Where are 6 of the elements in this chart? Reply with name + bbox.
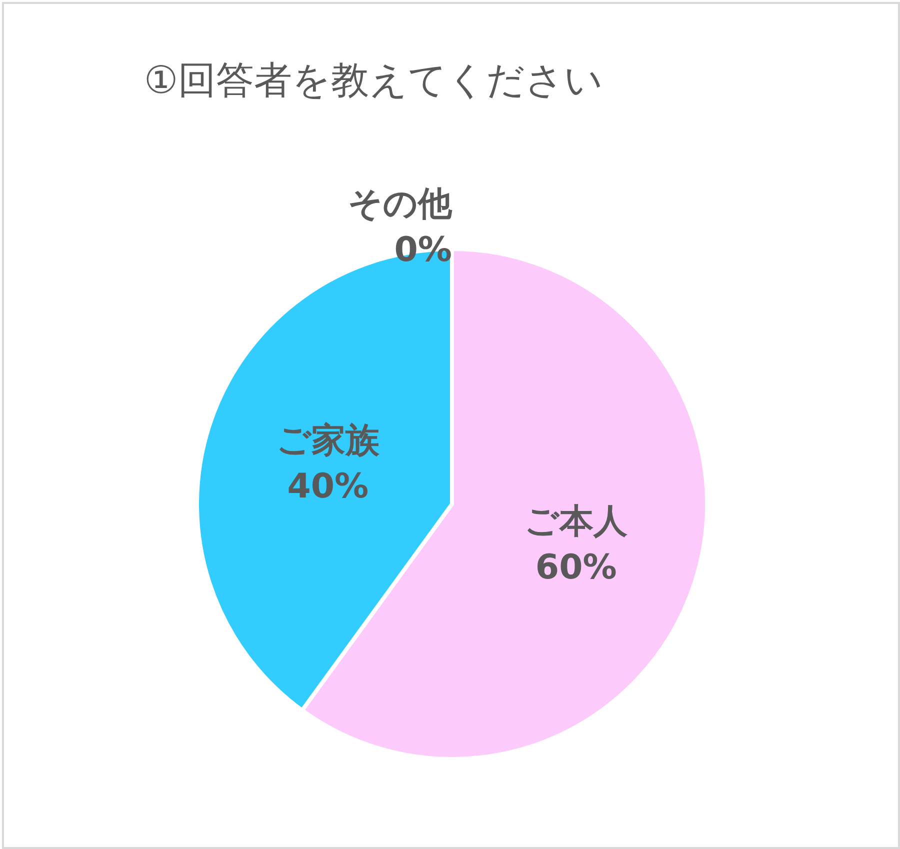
category-label: その他 [348, 184, 452, 224]
data-label: 40% [287, 466, 369, 507]
slice-label: ご家族 [276, 420, 380, 461]
chart-title: ①回答者を教えてください [144, 58, 604, 102]
data-label: 60% [535, 547, 617, 588]
slice-label: ご本人 [524, 501, 629, 542]
